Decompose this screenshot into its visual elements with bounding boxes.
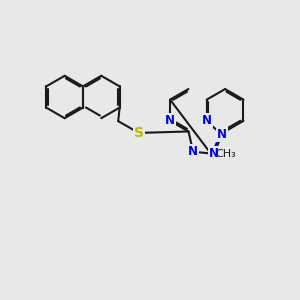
Text: S: S bbox=[134, 126, 144, 140]
Text: N: N bbox=[165, 114, 175, 127]
Text: N: N bbox=[217, 128, 227, 141]
Text: CH₃: CH₃ bbox=[216, 149, 236, 159]
Text: N: N bbox=[209, 147, 219, 160]
Text: N: N bbox=[202, 114, 212, 127]
Text: N: N bbox=[188, 145, 198, 158]
